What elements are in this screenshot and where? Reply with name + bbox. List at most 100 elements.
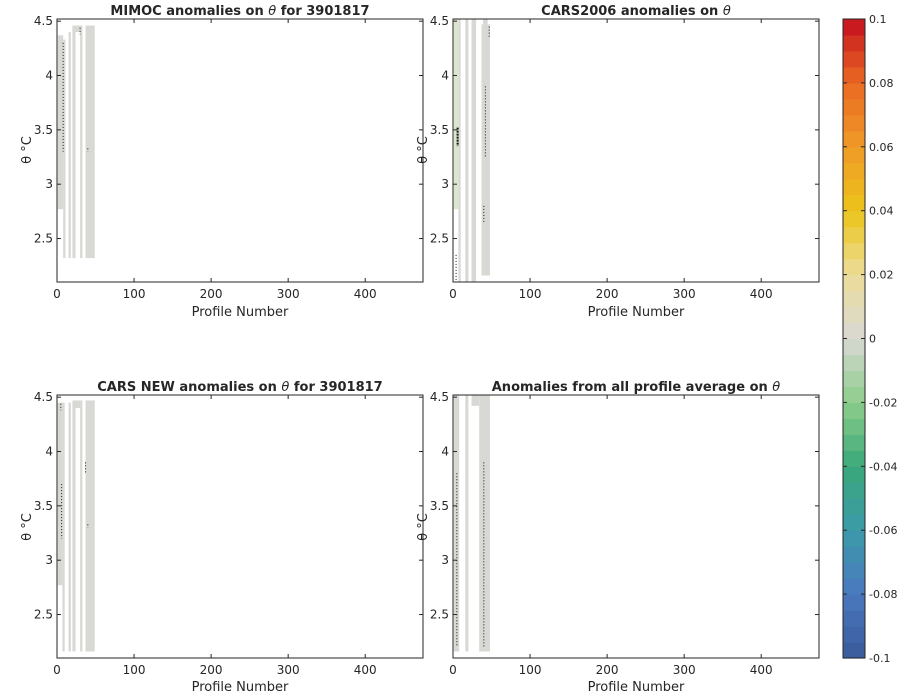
data-column <box>85 400 95 652</box>
x-tick-label: 300 <box>673 287 696 301</box>
x-tick-label: 200 <box>200 663 223 677</box>
y-tick-label: 3.5 <box>430 123 449 137</box>
x-axis-label: Profile Number <box>588 305 685 320</box>
colorbar-segment <box>843 178 865 196</box>
colorbar-tick-label: -0.08 <box>869 588 897 601</box>
y-axis-label: θ °C <box>416 136 431 164</box>
data-column <box>481 395 490 652</box>
colorbar-segment <box>843 402 865 419</box>
data-column <box>483 19 488 27</box>
x-axis-label: Profile Number <box>192 305 289 320</box>
y-tick-label: 2.5 <box>430 608 449 622</box>
colorbar-tick-label: -0.02 <box>869 396 897 409</box>
data-column <box>75 400 81 409</box>
x-tick-label: 300 <box>277 663 300 677</box>
colorbar-segment <box>843 530 865 547</box>
data-column <box>63 39 66 259</box>
y-tick-label: 3 <box>441 553 449 567</box>
panel-cars2006: CARS2006 anomalies on θ Profile Number θ… <box>416 4 820 320</box>
data-column <box>68 402 71 652</box>
x-tick-label: 100 <box>519 287 542 301</box>
x-tick-label: 300 <box>277 287 300 301</box>
x-tick-label: 100 <box>123 663 146 677</box>
colorbar-segment <box>843 434 865 451</box>
data-column <box>80 400 83 652</box>
colorbar-segment <box>843 306 865 324</box>
y-tick-label: 4.5 <box>34 14 53 28</box>
colorbar-segment <box>843 242 865 260</box>
y-tick-label: 4 <box>45 69 53 83</box>
colorbar-segment <box>843 162 865 180</box>
axes-box <box>56 394 424 659</box>
data-column <box>72 25 76 259</box>
panel-cars-new: CARS NEW anomalies on θ for 3901817 Prof… <box>20 380 424 695</box>
y-tick-label: 3 <box>441 177 449 191</box>
data-column <box>479 395 482 652</box>
colorbar-segment <box>843 66 865 84</box>
x-tick-label: 100 <box>123 287 146 301</box>
y-axis-label: θ °C <box>20 513 35 541</box>
x-tick-label: 100 <box>519 663 542 677</box>
data-column <box>465 395 469 652</box>
colorbar-tick-label: 0 <box>869 333 876 346</box>
y-tick-label: 3 <box>45 177 53 191</box>
y-tick-label: 3.5 <box>34 499 53 513</box>
x-tick-label: 0 <box>53 287 61 301</box>
data-column <box>57 402 63 586</box>
colorbar-tick-label: 0.04 <box>869 205 894 218</box>
data-column <box>68 32 71 259</box>
colorbar-segment <box>843 258 865 276</box>
colorbar-tick-label: 0.08 <box>869 77 894 90</box>
axes-box <box>452 394 820 659</box>
panel-all-profile-average: Anomalies from all profile average on θ … <box>416 380 820 695</box>
x-tick-label: 400 <box>750 287 773 301</box>
colorbar-tick-label: 0.02 <box>869 269 894 282</box>
data-column <box>453 19 459 210</box>
y-tick-label: 2.5 <box>34 232 53 246</box>
panel-title: Anomalies from all profile average on θ <box>492 380 781 395</box>
data-column <box>62 402 65 652</box>
colorbar-segment <box>843 466 865 483</box>
x-axis-label: Profile Number <box>588 680 685 695</box>
x-tick-label: 200 <box>596 663 619 677</box>
colorbar-tick-label: 0.06 <box>869 141 894 154</box>
y-tick-label: 4.5 <box>430 14 449 28</box>
colorbar-segment <box>843 642 865 659</box>
data-column <box>80 25 83 259</box>
colorbar-segment <box>843 146 865 164</box>
data-column <box>471 395 480 406</box>
colorbar-segment <box>843 194 865 212</box>
colorbar-segment <box>843 98 865 116</box>
y-tick-label: 4.5 <box>430 390 449 404</box>
colorbar-segment <box>843 418 865 435</box>
y-tick-label: 2.5 <box>34 608 53 622</box>
colorbar-segment <box>843 130 865 148</box>
panel-title: CARS2006 anomalies on θ <box>541 4 731 19</box>
colorbar-segment <box>843 50 865 68</box>
colorbar-segment <box>843 354 865 372</box>
data-column <box>75 25 81 33</box>
colorbar-segment <box>843 610 865 627</box>
data-column <box>57 35 64 210</box>
data-column <box>471 19 477 282</box>
colorbar-segment <box>843 386 865 403</box>
colorbar-segment <box>843 226 865 244</box>
colorbar-segment <box>843 34 865 52</box>
colorbar-tick-label: -0.1 <box>869 652 890 665</box>
colorbar-segment <box>843 322 865 340</box>
x-tick-label: 0 <box>53 663 61 677</box>
colorbar-segment <box>843 514 865 531</box>
x-axis-label: Profile Number <box>192 680 289 695</box>
panel-mimoc: MIMOC anomalies on θ for 3901817 Profile… <box>20 4 424 320</box>
x-tick-label: 400 <box>354 287 377 301</box>
colorbar-segment <box>843 450 865 467</box>
colorbar-segment <box>843 370 865 388</box>
x-tick-label: 0 <box>449 663 457 677</box>
colorbar-segment <box>843 210 865 228</box>
y-axis-label: θ °C <box>416 513 431 541</box>
data-column <box>458 19 461 282</box>
x-tick-label: 400 <box>354 663 377 677</box>
y-tick-label: 3.5 <box>430 499 449 513</box>
data-column <box>85 25 95 259</box>
